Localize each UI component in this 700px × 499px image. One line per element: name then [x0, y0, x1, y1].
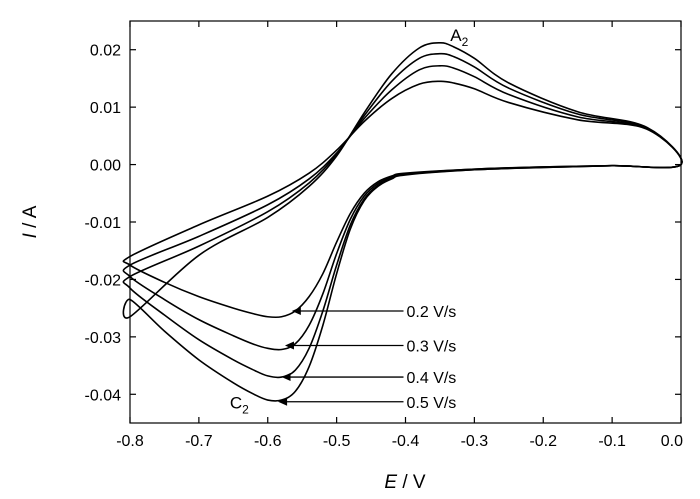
y-axis-title-unit: / A — [20, 205, 41, 233]
y-axis-title: I / A — [20, 205, 41, 238]
series-label-arrowhead — [278, 397, 288, 406]
y-tick-label: -0.03 — [85, 330, 122, 347]
series-curve — [122, 42, 683, 402]
y-tick-label: -0.02 — [85, 272, 122, 289]
plot-frame — [129, 20, 682, 424]
x-tick-label: -0.7 — [185, 433, 213, 450]
x-axis-title: E / V — [384, 472, 426, 493]
peak-label-subscript: 2 — [462, 35, 469, 49]
x-tick-label: -0.3 — [461, 433, 489, 450]
x-tick-label: -0.4 — [392, 433, 420, 450]
x-tick-label: -0.2 — [529, 433, 557, 450]
x-axis: -0.8 -0.7 -0.6 -0.5 -0.4 -0.3 -0.2 -0.1 0.0 — [116, 21, 683, 450]
series-curve — [122, 64, 683, 351]
series-label: 0.5 V/s — [407, 395, 457, 412]
peak-label-subscript: 2 — [242, 403, 249, 417]
y-axis: -0.04 -0.03 -0.02 -0.01 0.00 0.01 0.02 — [85, 43, 681, 404]
x-tick-label: -0.1 — [598, 433, 626, 450]
peak-label: C2 — [230, 394, 249, 417]
x-tick-label: -0.8 — [116, 433, 144, 450]
x-axis-title-unit: / V — [397, 472, 426, 493]
series-label: 0.3 V/s — [407, 338, 457, 355]
series-label-arrowhead — [284, 341, 294, 350]
x-tick-label: -0.5 — [323, 433, 351, 450]
y-tick-label: -0.01 — [85, 215, 122, 232]
peak-label-main: A — [450, 26, 462, 45]
series-labels: 0.2 V/s 0.3 V/s 0.4 V/s 0.5 V/s — [278, 304, 456, 412]
x-axis-title-symbol: E — [384, 472, 397, 493]
series-label-arrowhead — [291, 307, 301, 316]
x-tick-label: -0.6 — [254, 433, 282, 450]
y-tick-label: 0.02 — [90, 43, 121, 60]
series-label: 0.4 V/s — [407, 370, 457, 387]
y-tick-label: 0.01 — [90, 100, 121, 117]
series-label-arrowhead — [281, 373, 291, 382]
peak-label: A2 — [450, 26, 468, 49]
peak-label-main: C — [230, 394, 242, 413]
x-tick-label: 0.0 — [661, 433, 683, 450]
series-curve — [122, 52, 683, 379]
y-axis-title-symbol: I — [20, 232, 41, 238]
y-tick-label: -0.04 — [85, 387, 122, 404]
series-curves — [122, 42, 683, 402]
series-label: 0.2 V/s — [407, 304, 457, 321]
y-tick-label: 0.00 — [90, 158, 121, 175]
